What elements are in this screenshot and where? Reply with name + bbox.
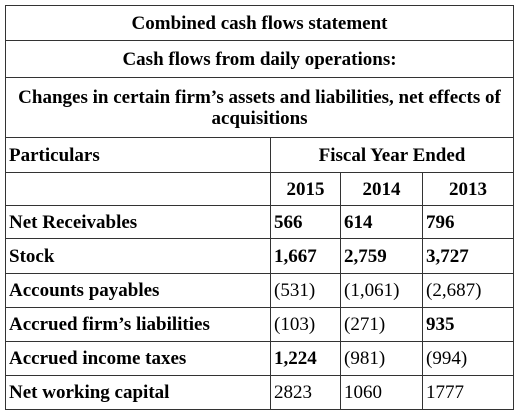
year-header: 2015 (270, 172, 341, 206)
cell: (994) (421, 341, 515, 376)
cell: (1,061) (340, 273, 423, 308)
column-header: Particulars (5, 137, 271, 173)
row-label: Accrued income taxes (5, 341, 271, 376)
table-title: Combined cash flows statement (4, 5, 515, 41)
cell: 1777 (421, 375, 515, 410)
table-subtitle: Cash flows from daily operations: (4, 40, 515, 78)
empty-cell (5, 172, 271, 206)
cell: 1,224 (270, 341, 341, 376)
cell: 2823 (270, 375, 341, 410)
cell: (2,687) (421, 273, 515, 308)
year-header: 2014 (340, 172, 423, 206)
cell: 566 (270, 205, 341, 239)
cell: (981) (340, 341, 423, 376)
cell: 796 (421, 205, 515, 239)
row-label: Net working capital (5, 375, 271, 410)
cell: (271) (340, 307, 423, 342)
cell: (531) (270, 273, 341, 308)
year-header: 2013 (421, 172, 515, 206)
cell: 3,727 (421, 238, 515, 274)
column-header: Fiscal Year Ended (269, 137, 515, 173)
cash-flow-table: Combined cash flows statement Cash flows… (4, 5, 515, 410)
cell: 614 (340, 205, 423, 239)
cell: 1,667 (270, 238, 341, 274)
row-label: Net Receivables (5, 205, 271, 239)
row-label: Stock (5, 238, 271, 274)
cell: (103) (270, 307, 341, 342)
cell: 2,759 (340, 238, 423, 274)
row-label: Accrued firm’s liabilities (5, 307, 271, 342)
row-label: Accounts payables (5, 273, 271, 308)
table-caption: Changes in certain firm’s assets and lia… (4, 77, 515, 138)
cell: 1060 (340, 375, 423, 410)
cell: 935 (421, 307, 515, 342)
